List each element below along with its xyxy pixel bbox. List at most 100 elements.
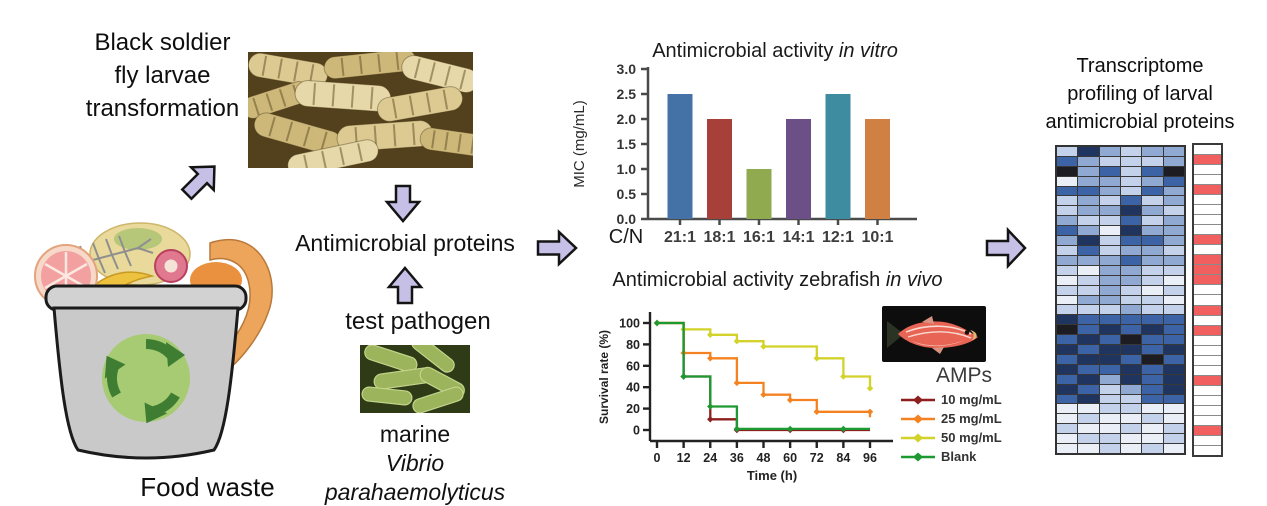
heatmap-cell: [1142, 176, 1163, 186]
heatmap-cell: [1121, 186, 1142, 196]
heatmap-cell: [1121, 384, 1142, 394]
heatmap-cell: [1099, 444, 1120, 453]
legend-item: 10 mg/mL: [900, 392, 1020, 407]
heatmap-cell: [1078, 364, 1099, 374]
survival-xtick-label: 24: [703, 451, 717, 465]
heatmap-cell: [1078, 434, 1099, 444]
data-point-marker: [813, 408, 820, 416]
heatmap-cell: [1078, 424, 1099, 434]
heatmap-cell: [1099, 305, 1120, 315]
heatmap-cell: [1057, 166, 1078, 176]
legend-swatch-icon: [901, 433, 935, 442]
heatmap-cell: [1142, 285, 1163, 295]
bar-category-label: 10:1: [861, 229, 893, 246]
heatmap-cell: [1078, 305, 1099, 315]
heatmap-cell: [1142, 236, 1163, 245]
data-point-marker: [840, 373, 847, 380]
heatmap-cell: [1163, 444, 1184, 453]
heatmap-cell: [1142, 245, 1163, 255]
heatmap-cell: [1078, 245, 1099, 255]
heatmap-cell: [1121, 275, 1142, 285]
heatmap-cell: [1121, 444, 1142, 453]
heatmap-cell: [1163, 216, 1184, 226]
heatmap-cell: [1057, 315, 1078, 325]
pathogen-name-label: marine Vibrio parahaemolyticus: [300, 420, 530, 506]
data-point-marker: [813, 355, 820, 362]
heatmap-cell: [1163, 424, 1184, 434]
indicator-cell: [1194, 355, 1221, 365]
indicator-cell: [1194, 405, 1221, 415]
heatmap-cell: [1163, 226, 1184, 236]
heatmap-cell: [1163, 186, 1184, 196]
heatmap-cell: [1057, 196, 1078, 206]
data-point-marker: [786, 425, 794, 433]
indicator-cell: [1194, 165, 1221, 175]
heatmap-cell: [1142, 325, 1163, 335]
heatmap-cell: [1121, 285, 1142, 295]
indicator-cell: [1194, 385, 1221, 395]
bar: [786, 119, 811, 219]
transcriptome-title: Transcriptome profiling of larval antimi…: [1025, 52, 1255, 136]
heatmap-cell: [1121, 236, 1142, 245]
larva-shape: [376, 86, 464, 122]
arrow-right-icon: [985, 226, 1027, 270]
indicator-cell: [1194, 315, 1221, 325]
heatmap-cell: [1142, 434, 1163, 444]
heatmap-cell: [1099, 275, 1120, 285]
heatmap-cell: [1099, 384, 1120, 394]
heatmap-cell: [1057, 275, 1078, 285]
heatmap-cell: [1078, 394, 1099, 404]
pathogen-prefix: marine: [379, 421, 451, 447]
heatmap-cell: [1057, 255, 1078, 265]
heatmap-cell: [1121, 345, 1142, 354]
heatmap-cell: [1099, 176, 1120, 186]
arrow-up-right-icon: [180, 165, 216, 201]
heatmap-cell: [1099, 335, 1120, 345]
heatmap-cell: [1142, 295, 1163, 305]
heatmap-cell: [1163, 345, 1184, 354]
heatmap-cell: [1057, 176, 1078, 186]
heatmap-cell: [1078, 166, 1099, 176]
heatmap-cell: [1078, 196, 1099, 206]
heatmap-cell: [1142, 265, 1163, 275]
heatmap-cell: [1057, 226, 1078, 236]
heatmap-cell: [1078, 295, 1099, 305]
indicator-cell: [1194, 175, 1221, 185]
heatmap-cell: [1121, 364, 1142, 374]
arrow-right-icon: [536, 229, 578, 267]
heatmap-cell: [1121, 394, 1142, 404]
bin-rim: [44, 284, 248, 312]
indicator-cell: [1194, 305, 1221, 315]
heatmap-cell: [1099, 206, 1120, 216]
heatmap-cell: [1142, 394, 1163, 404]
heatmap-cell: [1099, 404, 1120, 414]
legend-amps: AMPs 10 mg/mL 25 mg/mL 50 mg/mL Blank: [900, 364, 1020, 464]
larva-shape: [287, 139, 379, 168]
bar-ytick-label: 1.5: [617, 136, 637, 152]
heatmap-cell: [1121, 166, 1142, 176]
data-point-marker: [733, 425, 741, 433]
survival-ytick-label: 80: [626, 338, 640, 352]
legend-swatch-icon: [901, 414, 935, 423]
bar-category-label: 12:1: [822, 229, 854, 246]
heatmap-cell: [1163, 196, 1184, 206]
data-point-marker: [786, 396, 794, 404]
heatmap-cell: [1057, 147, 1078, 156]
bar: [667, 94, 693, 219]
heatmap-cell: [1121, 216, 1142, 226]
heatmap-cell: [1163, 285, 1184, 295]
heatmap-cell: [1078, 216, 1099, 226]
heatmap-cell: [1121, 404, 1142, 414]
invitro-bar-chart: 0.0 0.5 1.0 1.5 2.0 2.5 3.0 21:1 18:1 16:1 14:1 12:…: [571, 62, 917, 248]
heatmap-cell: [1121, 226, 1142, 236]
bsf-line-3: transformation: [85, 95, 240, 122]
data-point-marker: [866, 385, 874, 392]
heatmap-cell: [1163, 295, 1184, 305]
heatmap-cell: [1163, 245, 1184, 255]
bar-xlabel: C/N: [609, 226, 643, 248]
legend-label: Blank: [941, 449, 977, 464]
data-point-marker: [733, 379, 741, 387]
data-point-marker: [733, 337, 741, 345]
heatmap-cell: [1142, 424, 1163, 434]
bar-ytick-label: 3.0: [617, 62, 637, 77]
